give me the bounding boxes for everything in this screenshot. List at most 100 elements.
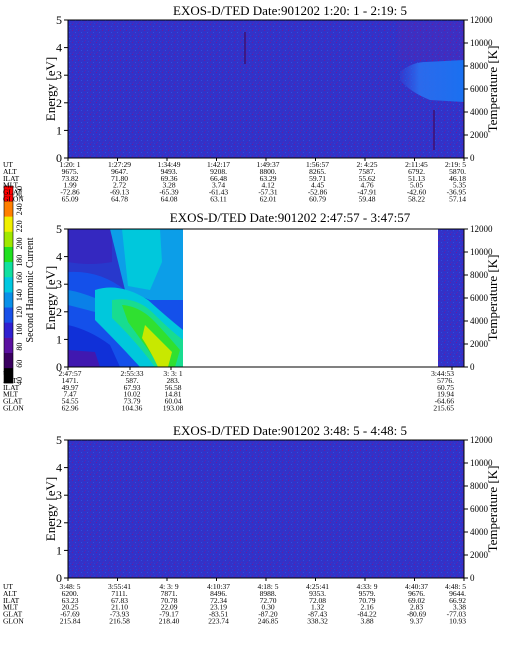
ephemeris-value: 1:42:17 bbox=[207, 160, 230, 169]
ephemeris-value: -69.13 bbox=[110, 188, 130, 197]
y-tick-label: 2 bbox=[56, 305, 62, 319]
ephemeris-value: 59.48 bbox=[359, 195, 376, 204]
ephemeris-value: 2.16 bbox=[360, 603, 373, 612]
ephemeris-value: 193.08 bbox=[163, 404, 184, 413]
ephemeris-value: 56.58 bbox=[165, 383, 182, 392]
ephemeris-value: 57.14 bbox=[449, 195, 466, 204]
y2-tick-label: 12000 bbox=[470, 435, 493, 445]
colorbar-cell bbox=[4, 261, 13, 278]
ephemeris-row-label: GLON bbox=[3, 617, 24, 626]
colorbar-cell bbox=[4, 216, 13, 232]
colorbar-scale bbox=[3, 185, 14, 384]
ephemeris-value: 5.35 bbox=[453, 181, 466, 190]
ephemeris-value: 216.58 bbox=[109, 617, 130, 626]
colorbar-cell bbox=[4, 322, 13, 338]
colorbar-cell bbox=[4, 186, 13, 202]
ephemeris-value: -61.43 bbox=[209, 188, 229, 197]
panel-1-ephemeris-table: UT 1:20: 1 1:27:29 1:34:49 1:42:17 1:49:37 1:5… bbox=[3, 160, 466, 204]
y-tick-label: 4 bbox=[56, 41, 62, 55]
ephemeris-value: 70.79 bbox=[359, 596, 376, 605]
y-tick-label: 3 bbox=[56, 277, 62, 291]
panel-1-y2label: Temperature [K] bbox=[485, 46, 500, 133]
colorbar-tick-label: 40 bbox=[15, 377, 24, 385]
ephemeris-value: 51.13 bbox=[408, 174, 425, 183]
ephemeris-value: 62.01 bbox=[260, 195, 277, 204]
ephemeris-value: 587. bbox=[125, 376, 138, 385]
ephemeris-value: 1:56:57 bbox=[306, 160, 329, 169]
ephemeris-value: 246.85 bbox=[258, 617, 279, 626]
colorbar-cell bbox=[4, 307, 13, 323]
ephemeris-value: 5.05 bbox=[410, 181, 423, 190]
ephemeris-value: 2:47:57 bbox=[59, 369, 82, 378]
ephemeris-value: 8988. bbox=[260, 589, 277, 598]
ephemeris-row-label: ILAT bbox=[3, 383, 20, 392]
ephemeris-value: 7587. bbox=[359, 167, 376, 176]
colorbar-tick-label: 220 bbox=[15, 220, 24, 232]
ephemeris-row-label: GLON bbox=[3, 195, 24, 204]
ephemeris-value: 71.80 bbox=[111, 174, 128, 183]
ephemeris-value: 104.36 bbox=[122, 404, 143, 413]
ephemeris-value: 54.55 bbox=[62, 397, 79, 406]
colorbar-cell bbox=[4, 367, 13, 384]
ephemeris-row-label: GLAT bbox=[3, 397, 23, 406]
y-tick-label: 4 bbox=[56, 461, 62, 475]
ephemeris-value: -79.17 bbox=[159, 610, 179, 619]
panel-2-axes: 0 1 2 3 4 5 0 2000 4000 6000 8000 10000 12000 bbox=[56, 222, 493, 374]
ephemeris-value: 65.09 bbox=[62, 195, 79, 204]
panel-1: EXOS-D/TED Date:901202 1:20: 1 - 2:19: 5… bbox=[3, 3, 500, 204]
ephemeris-value: 6200. bbox=[62, 589, 79, 598]
colorbar-ticks: 40 60 80 100 120 140 160 180 200 220 240 250 bbox=[15, 186, 24, 385]
ephemeris-value: 67.83 bbox=[111, 596, 128, 605]
ephemeris-value: 66.92 bbox=[449, 596, 466, 605]
panel-2: EXOS-D/TED Date:901202 2:47:57 - 3:47:57… bbox=[3, 210, 500, 413]
y-tick-label: 5 bbox=[56, 13, 62, 27]
ephemeris-value: 9.37 bbox=[410, 617, 423, 626]
y2-tick-label: 12000 bbox=[470, 224, 493, 234]
y-tick-label: 4 bbox=[56, 250, 62, 264]
ephemeris-value: 1:27:29 bbox=[108, 160, 131, 169]
ephemeris-value: 1:34:49 bbox=[158, 160, 181, 169]
ephemeris-value: 0.30 bbox=[261, 603, 274, 612]
ephemeris-row-label: ALT bbox=[3, 167, 17, 176]
colorbar-cell bbox=[4, 231, 13, 247]
y2-tick-label: 6000 bbox=[470, 84, 489, 94]
y2-tick-label: 6000 bbox=[470, 504, 489, 514]
ephemeris-value: 49.97 bbox=[62, 383, 79, 392]
colorbar-cell bbox=[4, 201, 13, 217]
ephemeris-value: 3: 3: 1 bbox=[163, 369, 182, 378]
panel-1-plot-area bbox=[68, 20, 464, 158]
ephemeris-value: 6792. bbox=[408, 167, 425, 176]
ephemeris-value: 1471. bbox=[62, 376, 79, 385]
ephemeris-value: 1:20: 1 bbox=[59, 160, 80, 169]
ephemeris-value: -65.39 bbox=[159, 188, 179, 197]
colorbar-frame bbox=[3, 185, 14, 384]
ephemeris-value: 8265. bbox=[309, 167, 326, 176]
ephemeris-value: -57.31 bbox=[258, 188, 278, 197]
ephemeris-value: 7.47 bbox=[63, 390, 76, 399]
ephemeris-value: -36.95 bbox=[447, 188, 467, 197]
ephemeris-value: 9493. bbox=[161, 167, 178, 176]
ephemeris-value: 69.02 bbox=[408, 596, 425, 605]
ephemeris-value: 3:48: 5 bbox=[59, 582, 80, 591]
panel-1-axes: 0 1 2 3 4 5 0 2000 4000 6000 8000 10000 12000 bbox=[56, 13, 493, 165]
colorbar-tick-label: 120 bbox=[15, 306, 24, 318]
ephemeris-value: 4:10:37 bbox=[207, 582, 230, 591]
ephemeris-value: 9644. bbox=[449, 589, 466, 598]
panel-1-ylabel: Energy [eV] bbox=[43, 57, 58, 121]
ephemeris-value: 8800. bbox=[260, 167, 277, 176]
panel-3-y2label: Temperature [K] bbox=[485, 466, 500, 553]
ephemeris-value: 3.88 bbox=[360, 617, 373, 626]
ephemeris-value: 2:19: 5 bbox=[445, 160, 466, 169]
ephemeris-value: 9647. bbox=[111, 167, 128, 176]
colorbar-tick-label: 240 bbox=[15, 203, 24, 215]
ephemeris-value: 2:55:33 bbox=[121, 369, 144, 378]
ephemeris-value: -72.86 bbox=[60, 188, 80, 197]
ephemeris-row-label: MLT bbox=[3, 181, 19, 190]
ephemeris-value: 72.34 bbox=[210, 596, 227, 605]
ephemeris-value: -42.60 bbox=[407, 188, 427, 197]
panel-3-ylabel: Energy [eV] bbox=[43, 477, 58, 541]
y-tick-label: 3 bbox=[56, 68, 62, 82]
ephemeris-value: 66.48 bbox=[210, 174, 227, 183]
ephemeris-value: 1.32 bbox=[311, 603, 324, 612]
